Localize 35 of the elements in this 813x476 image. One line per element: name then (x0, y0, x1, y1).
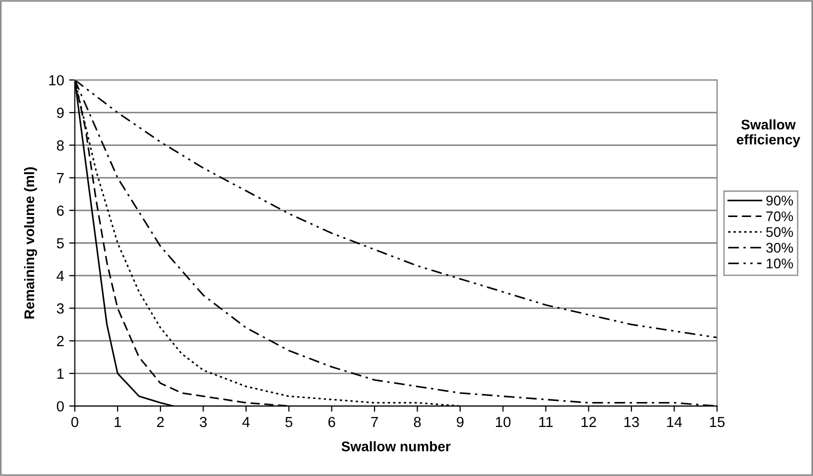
x-tick-label: 15 (710, 416, 725, 428)
x-tick-label: 6 (328, 416, 336, 428)
x-tick-label: 11 (539, 416, 553, 428)
y-tick-label: 10 (49, 75, 64, 86)
legend-label: 10% (766, 258, 793, 268)
x-tick-label: 4 (242, 416, 250, 428)
y-tick-label: 0 (56, 401, 64, 412)
x-tick-label: 13 (624, 416, 639, 428)
legend-title: Swallow efficiency (736, 119, 800, 148)
legend-label: 30% (766, 242, 793, 253)
x-tick-label: 3 (200, 416, 207, 428)
y-tick-label: 4 (56, 270, 64, 281)
x-tick-label: 12 (582, 416, 596, 428)
x-tick-label: 5 (285, 416, 292, 428)
y-tick-label: 3 (56, 303, 64, 314)
x-tick-label: 7 (371, 416, 378, 428)
y-tick-label: 1 (57, 368, 64, 379)
x-tick-label: 2 (157, 416, 164, 428)
x-tick-label: 14 (667, 416, 682, 428)
x-tick-label: 9 (456, 416, 464, 428)
y-tick-label: 5 (56, 238, 64, 248)
y-tick-label: 6 (57, 205, 64, 216)
x-tick-label: 8 (414, 416, 421, 428)
y-tick-label: 2 (57, 336, 64, 346)
y-tick-label: 8 (56, 140, 64, 151)
x-tick-label: 0 (71, 416, 78, 428)
x-tick-label: 10 (496, 416, 511, 428)
x-tick-label: 1 (114, 416, 121, 428)
legend-label: 90% (766, 196, 793, 206)
y-tick-label: 7 (57, 173, 64, 184)
y-axis-title: Remaining volume (ml) (24, 167, 38, 318)
legend-label: 70% (766, 211, 793, 222)
legend-label: 50% (766, 227, 793, 237)
x-axis-title: Swallow number (342, 441, 451, 452)
y-tick-label: 9 (56, 108, 64, 118)
